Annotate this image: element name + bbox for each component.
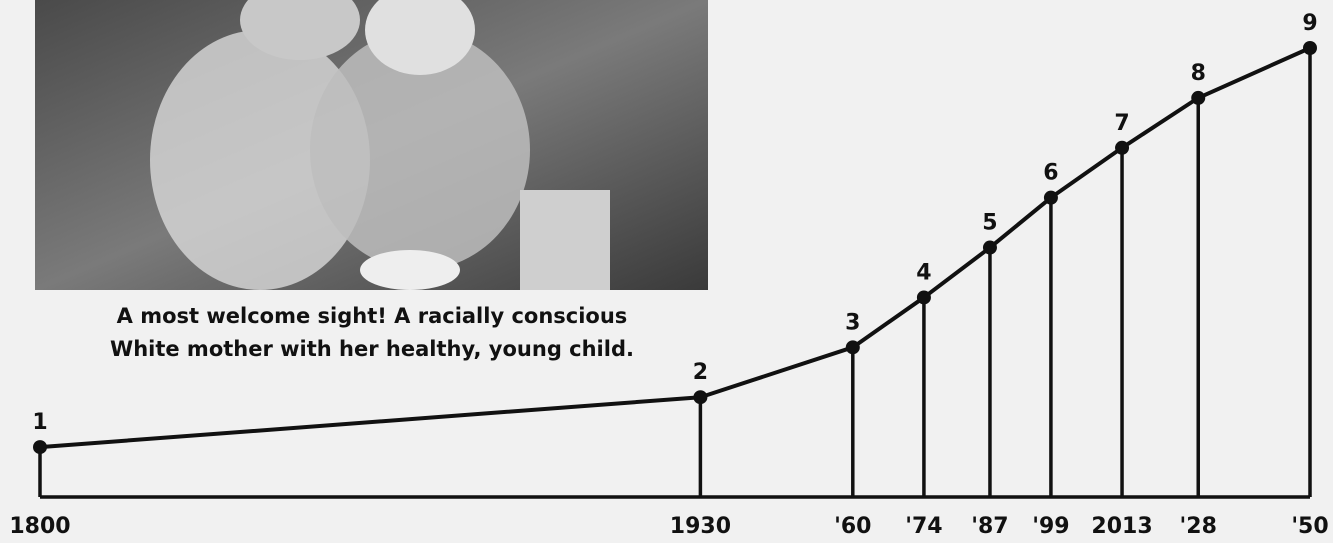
x-tick-label: '60 bbox=[834, 514, 871, 539]
x-tick-label: 1800 bbox=[9, 514, 70, 539]
x-tick-label: '99 bbox=[1032, 514, 1069, 539]
photo bbox=[35, 0, 708, 290]
x-tick-label: '28 bbox=[1180, 514, 1217, 539]
x-tick-label: 1930 bbox=[670, 514, 731, 539]
point bbox=[917, 290, 931, 304]
value-label: 3 bbox=[845, 310, 860, 335]
value-label: 8 bbox=[1191, 61, 1206, 86]
point bbox=[1044, 191, 1058, 205]
value-label: 9 bbox=[1302, 11, 1317, 36]
value-label: 1 bbox=[32, 410, 47, 435]
point bbox=[1303, 41, 1317, 55]
point bbox=[1115, 141, 1129, 155]
value-label: 6 bbox=[1043, 161, 1058, 186]
caption-line: A most welcome sight! A racially conscio… bbox=[117, 304, 628, 328]
x-tick-label: 2013 bbox=[1091, 514, 1152, 539]
point bbox=[1191, 91, 1205, 105]
value-label: 2 bbox=[693, 360, 708, 385]
page: A most welcome sight! A racially conscio… bbox=[0, 0, 1333, 543]
value-label: 4 bbox=[916, 260, 931, 285]
value-label: 7 bbox=[1114, 111, 1129, 136]
point bbox=[846, 340, 860, 354]
x-tick-label: '87 bbox=[971, 514, 1008, 539]
x-tick-label: '50 bbox=[1291, 514, 1328, 539]
caption-line: White mother with her healthy, young chi… bbox=[110, 337, 634, 361]
point bbox=[33, 440, 47, 454]
x-tick-label: '74 bbox=[905, 514, 942, 539]
page-canvas: A most welcome sight! A racially conscio… bbox=[0, 0, 1333, 543]
point bbox=[983, 241, 997, 255]
value-label: 5 bbox=[982, 211, 997, 236]
point bbox=[693, 390, 707, 404]
